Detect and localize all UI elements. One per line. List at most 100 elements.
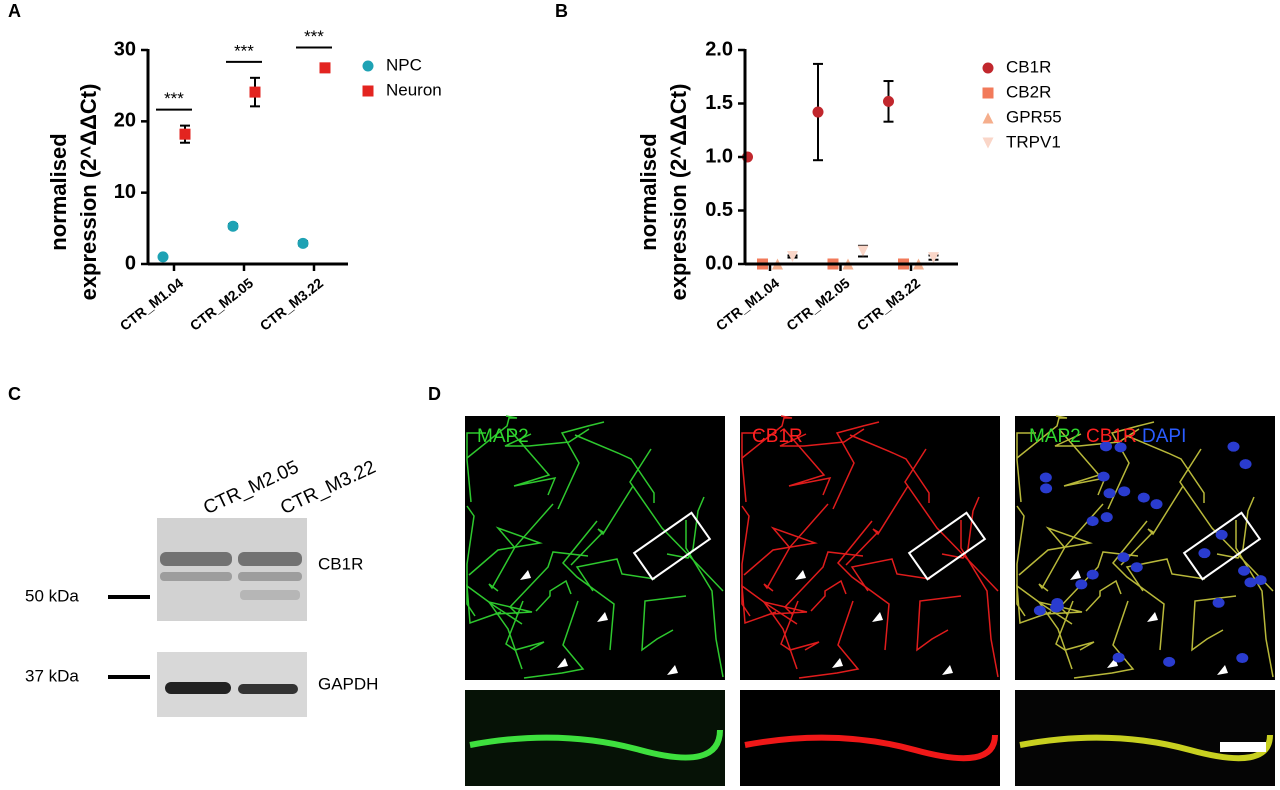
- nucleus: [1097, 471, 1110, 482]
- legend-label: Neuron: [386, 80, 442, 99]
- x-tick-label: CTR_M3.22: [854, 275, 923, 334]
- data-point: [179, 128, 191, 140]
- y-tick-label: 20: [114, 110, 136, 132]
- arrowhead: [597, 612, 608, 622]
- y-axis-label: expression (2^ΔΔCt): [76, 84, 101, 301]
- y-tick-label: 1.5: [705, 92, 733, 114]
- nucleus: [1163, 656, 1176, 667]
- x-tick-label: CTR_M1.04: [713, 275, 782, 334]
- nucleus: [1114, 442, 1127, 453]
- nucleus: [1039, 472, 1052, 483]
- y-tick-label: 30: [114, 38, 136, 60]
- significance-label: ***: [234, 41, 254, 60]
- nucleus: [1150, 499, 1163, 510]
- legend-label: CB1R: [1006, 57, 1051, 76]
- legend-label: GPR55: [1006, 107, 1062, 126]
- arrowhead: [1217, 665, 1228, 675]
- data-point: [857, 245, 869, 257]
- data-point: [787, 251, 798, 263]
- data-point: [982, 87, 994, 99]
- inset-box: [632, 511, 712, 581]
- protein-label: GAPDH: [318, 674, 378, 693]
- nucleus: [1103, 488, 1116, 499]
- channel-label: MAP2: [1029, 426, 1081, 447]
- y-tick-label: 2.0: [705, 38, 733, 60]
- size-marker: 37 kDa: [25, 666, 79, 685]
- channel-label: CB1R: [752, 426, 803, 447]
- nucleus: [1100, 512, 1113, 523]
- y-tick-label: 0.5: [705, 199, 733, 221]
- nucleus: [1212, 597, 1225, 608]
- nucleus: [1198, 548, 1211, 559]
- channel-label: DAPI: [1142, 426, 1186, 447]
- nucleus: [1033, 605, 1046, 616]
- size-marker: 50 kDa: [25, 586, 79, 605]
- significance-label: ***: [304, 27, 324, 46]
- data-point: [812, 106, 824, 118]
- nucleus: [1239, 459, 1252, 470]
- nucleus: [1244, 577, 1257, 588]
- arrowhead: [557, 658, 568, 668]
- y-tick-label: 0: [125, 252, 136, 274]
- data-point: [297, 237, 309, 249]
- nucleus: [1086, 516, 1099, 527]
- significance-label: ***: [164, 89, 184, 108]
- data-point: [883, 95, 894, 107]
- nucleus: [1238, 565, 1251, 576]
- data-point: [157, 251, 169, 263]
- x-tick-label: CTR_M2.05: [783, 275, 852, 334]
- data-point: [362, 60, 374, 72]
- nucleus: [1051, 598, 1064, 609]
- data-point: [227, 220, 239, 232]
- nucleus: [1075, 579, 1088, 590]
- channel-label: MAP2: [477, 426, 529, 447]
- y-axis-label: normalised: [46, 133, 71, 250]
- arrowhead: [1070, 570, 1081, 580]
- legend-label: CB2R: [1006, 82, 1051, 101]
- panel-label: B: [555, 1, 568, 21]
- inset-box: [1182, 511, 1262, 581]
- legend-label: TRPV1: [1006, 132, 1061, 151]
- data-point: [362, 85, 374, 97]
- nucleus: [1254, 575, 1267, 586]
- nucleus: [1086, 569, 1099, 580]
- arrowhead: [1147, 612, 1158, 622]
- panel-label: A: [8, 1, 21, 21]
- nucleus: [1112, 652, 1125, 663]
- y-axis-label: normalised: [636, 133, 661, 250]
- nucleus: [1215, 529, 1228, 540]
- panel-label: D: [428, 384, 441, 404]
- x-tick-label: CTR_M1.04: [117, 275, 186, 334]
- nucleus: [1236, 653, 1249, 664]
- data-point: [982, 62, 994, 74]
- arrowhead: [795, 570, 806, 580]
- data-point: [928, 252, 939, 264]
- micrographs: [465, 415, 1275, 786]
- merge-label: MAP2 CB1R DAPI: [1029, 426, 1186, 447]
- x-tick-label: CTR_M3.22: [257, 275, 326, 334]
- nucleus: [1227, 441, 1240, 452]
- nucleus: [1130, 562, 1143, 573]
- panel-label: C: [8, 384, 21, 404]
- protein-label: CB1R: [318, 554, 363, 573]
- data-point: [249, 86, 261, 98]
- nucleus: [1117, 552, 1130, 563]
- y-tick-label: 0.0: [705, 252, 733, 274]
- nucleus: [1137, 492, 1150, 503]
- y-tick-label: 1.0: [705, 145, 733, 167]
- inset-box: [907, 511, 987, 581]
- nucleus: [1118, 486, 1131, 497]
- arrowhead: [872, 612, 883, 622]
- legend-label: NPC: [386, 55, 422, 74]
- y-axis-label: expression (2^ΔΔCt): [666, 84, 691, 301]
- data-point: [982, 112, 994, 124]
- data-point: [319, 62, 331, 74]
- channel-label: CB1R: [1086, 426, 1137, 447]
- data-point: [982, 137, 994, 149]
- nucleus: [1099, 441, 1112, 452]
- nucleus: [1040, 483, 1053, 494]
- arrowhead: [667, 665, 678, 675]
- arrowhead: [942, 665, 953, 675]
- arrowhead: [520, 570, 531, 580]
